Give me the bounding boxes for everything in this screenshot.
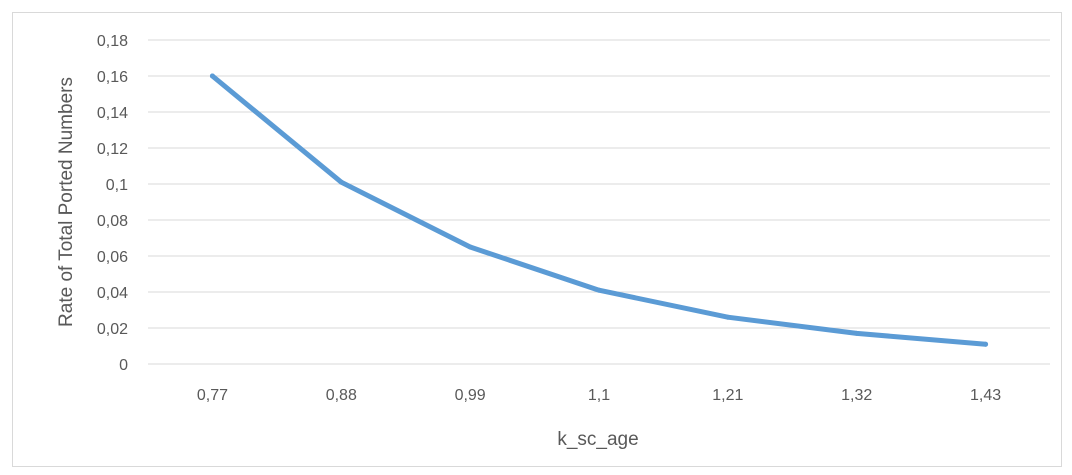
x-tick-label: 1,21: [712, 387, 743, 404]
y-tick-label: 0,16: [97, 69, 128, 86]
chart-frame: [12, 12, 1062, 467]
x-tick-label: 0,88: [326, 387, 357, 404]
data-point: [338, 179, 344, 185]
y-axis-title: Rate of Total Ported Numbers: [56, 77, 77, 327]
y-tick-label: 0,04: [97, 285, 128, 302]
series-layer: [209, 73, 989, 347]
y-tick-label: 0,18: [97, 33, 128, 50]
data-point: [854, 330, 860, 336]
y-tick-label: 0,08: [97, 213, 128, 230]
data-point: [725, 314, 731, 320]
y-tick-label: 0,06: [97, 249, 128, 266]
y-tick-label: 0: [119, 357, 128, 374]
x-axis-ticks: 0,77 0,88 0,99 1,1 1,21 1,32 1,43: [197, 387, 1001, 404]
data-point: [209, 73, 215, 79]
x-tick-label: 1,32: [841, 387, 872, 404]
y-tick-label: 0,02: [97, 321, 128, 338]
x-tick-label: 1,43: [970, 387, 1001, 404]
y-tick-label: 0,1: [106, 177, 128, 194]
series-line: [209, 73, 989, 347]
data-point: [596, 287, 602, 293]
y-tick-label: 0,14: [97, 105, 128, 122]
data-point: [983, 341, 989, 347]
x-tick-label: 0,77: [197, 387, 228, 404]
x-tick-label: 1,1: [588, 387, 610, 404]
x-axis-title: k_sc_age: [557, 429, 638, 450]
data-point: [467, 244, 473, 250]
y-axis-ticks: 0 0,02 0,04 0,06 0,08 0,1 0,12 0,14 0,16 0,18: [97, 33, 128, 374]
y-tick-label: 0,12: [97, 141, 128, 158]
gridlines: [148, 39, 1050, 365]
x-tick-label: 0,99: [455, 387, 486, 404]
